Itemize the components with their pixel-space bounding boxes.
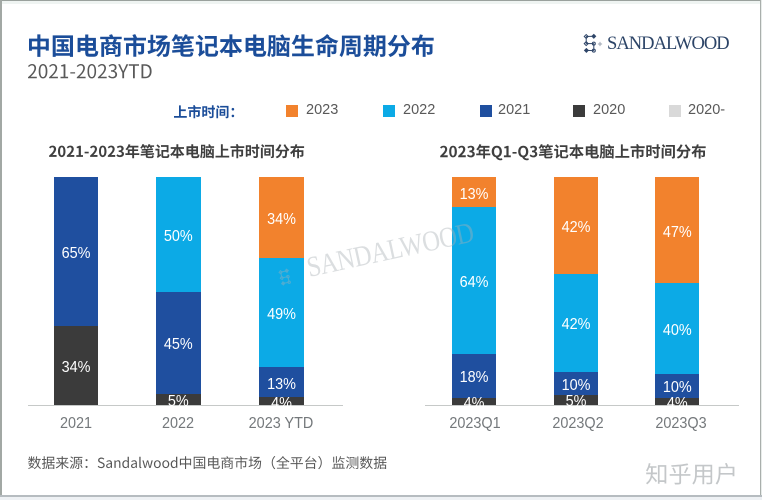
- svg-text:SANDALWOOD: SANDALWOOD: [304, 216, 477, 283]
